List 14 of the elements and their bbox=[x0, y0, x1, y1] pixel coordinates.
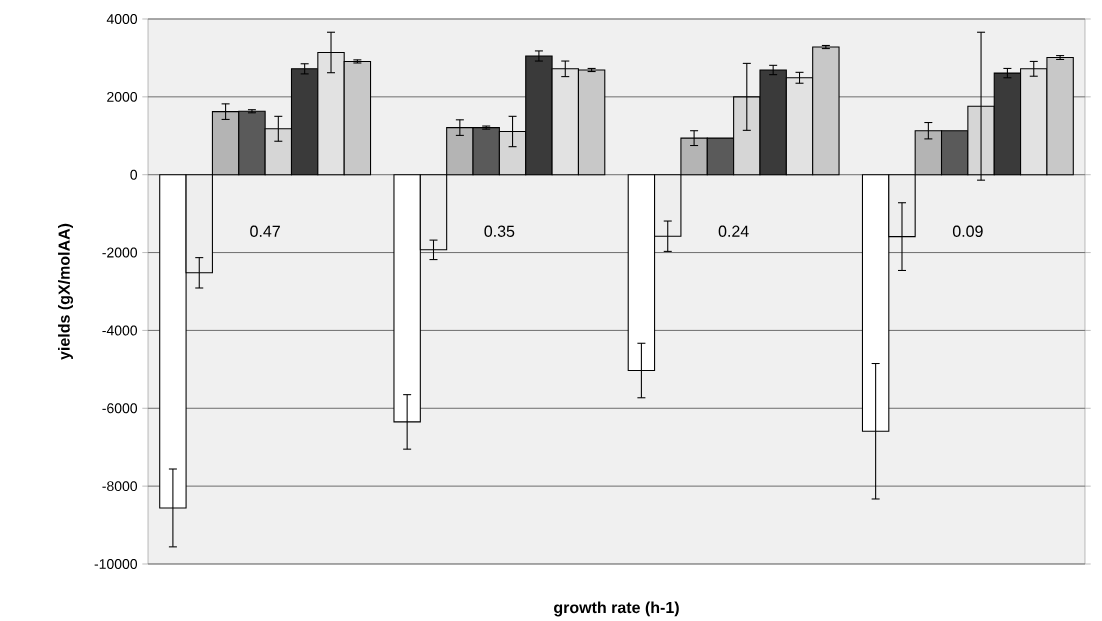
x-tick-label: 0.24 bbox=[718, 225, 749, 237]
y-tick-label: 0 bbox=[130, 169, 138, 180]
x-tick-label: 0.35 bbox=[484, 225, 515, 237]
y-tick-label: -4000 bbox=[102, 325, 138, 336]
x-axis-title: growth rate (h-1) bbox=[554, 601, 679, 617]
x-tick-label: 0.09 bbox=[952, 225, 983, 237]
y-tick-label: 4000 bbox=[106, 14, 138, 25]
y-tick-label: -8000 bbox=[102, 481, 138, 492]
y-tick-label: 2000 bbox=[107, 91, 138, 102]
x-tick-label: 0.47 bbox=[250, 225, 280, 237]
y-tick-label: -10000 bbox=[94, 559, 138, 570]
y-tick-label: -6000 bbox=[102, 403, 138, 414]
y-axis-title: yields (gX/molAA) bbox=[58, 223, 74, 360]
y-tick-label: -2000 bbox=[102, 247, 138, 258]
